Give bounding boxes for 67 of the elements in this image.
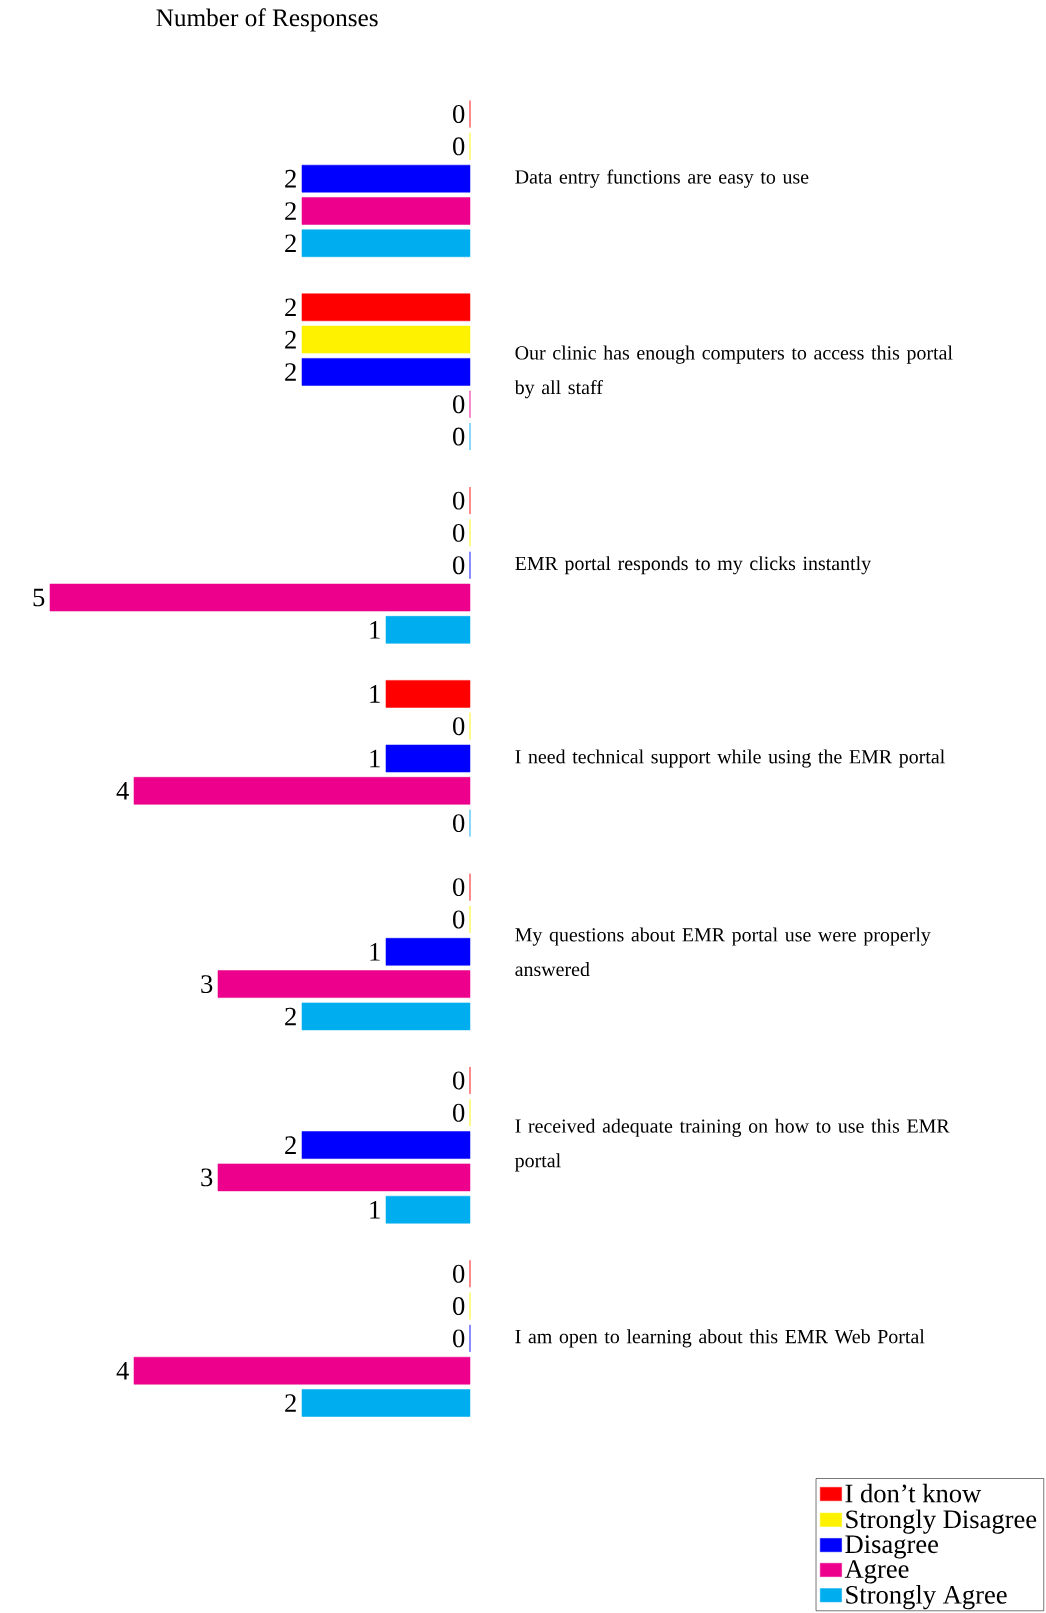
data-label: 4 xyxy=(116,782,129,800)
bar xyxy=(385,616,471,644)
bar xyxy=(301,325,471,354)
data-label: 0 xyxy=(453,427,465,446)
data-label: 0 xyxy=(453,717,465,736)
bar xyxy=(301,1002,471,1031)
data-label: 2 xyxy=(285,1394,296,1412)
legend-label: Agree xyxy=(844,1560,909,1584)
bar xyxy=(385,680,471,708)
data-label: 0 xyxy=(453,491,465,510)
legend-label: Strongly Disagree xyxy=(846,1509,1037,1534)
bar xyxy=(385,744,471,773)
data-label: 4 xyxy=(116,1361,129,1380)
y-tick-label: My questions about EMR portal use were properly answered xyxy=(515,927,931,977)
data-label: 0 xyxy=(453,1264,465,1283)
data-label: 5 xyxy=(33,588,45,607)
data-label: 0 xyxy=(453,137,465,156)
data-label: 1 xyxy=(370,1200,380,1219)
bar xyxy=(301,358,471,386)
y-tick-label: I am open to learning about this EMR Web Portal xyxy=(515,1329,925,1348)
bar xyxy=(133,1356,471,1385)
data-label: 0 xyxy=(453,1071,465,1090)
data-label: 0 xyxy=(453,1297,465,1316)
legend-label: I don’t know xyxy=(845,1483,982,1503)
data-label: 0 xyxy=(453,1103,465,1122)
legend-label: Disagree xyxy=(845,1535,939,1559)
y-tick-label: EMR portal responds to my clicks instantly xyxy=(515,556,872,575)
data-label: 0 xyxy=(453,878,465,897)
data-label: 2 xyxy=(285,202,296,220)
data-label: 2 xyxy=(285,1007,296,1026)
bar xyxy=(301,1131,471,1159)
legend-label: Strongly Agree xyxy=(846,1585,1007,1610)
data-label: 3 xyxy=(201,1168,213,1187)
data-label: 1 xyxy=(370,685,380,703)
y-tick-label: Our clinic has enough computers to access this portal by all staff xyxy=(514,345,953,399)
data-label: 0 xyxy=(453,523,465,542)
data-label: 0 xyxy=(453,910,465,929)
data-label: 0 xyxy=(453,556,465,575)
y-tick-label: I need technical support while using the EMR portal xyxy=(515,749,945,768)
chart-title: Number of Responses xyxy=(156,8,378,32)
data-label: 1 xyxy=(370,943,380,961)
data-label: 2 xyxy=(285,234,296,253)
bar xyxy=(217,970,471,998)
data-label: 0 xyxy=(453,1329,465,1348)
bar xyxy=(385,1195,471,1224)
data-label: 1 xyxy=(370,749,380,768)
bar xyxy=(301,1389,471,1417)
data-label: 0 xyxy=(453,105,465,123)
bar xyxy=(133,777,471,805)
bar xyxy=(301,197,471,225)
data-label: 2 xyxy=(285,330,296,349)
data-label: 2 xyxy=(285,363,296,381)
bar xyxy=(301,164,471,193)
data-label: 3 xyxy=(201,975,213,994)
data-label: 2 xyxy=(285,169,296,188)
y-tick-label: Data entry functions are easy to use xyxy=(515,169,809,188)
y-tick-label: I received adequate training on how to use this EMR portal xyxy=(515,1118,950,1172)
data-label: 0 xyxy=(453,814,465,833)
bar xyxy=(301,229,471,258)
data-label: 2 xyxy=(285,1136,296,1154)
data-label: 2 xyxy=(285,298,296,317)
bar xyxy=(385,938,471,966)
bar xyxy=(301,293,471,322)
bar xyxy=(49,583,471,612)
bar xyxy=(217,1163,471,1192)
data-label: 0 xyxy=(453,395,465,414)
data-label: 1 xyxy=(370,621,380,639)
